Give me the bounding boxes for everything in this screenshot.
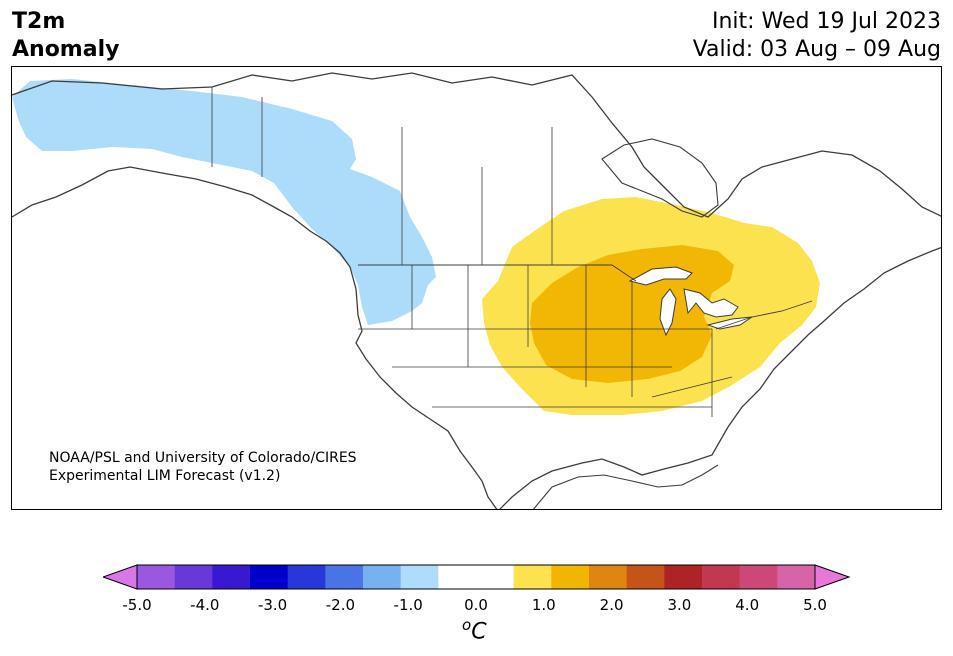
- cool-anomaly-region: [12, 79, 436, 325]
- init-date: Init: Wed 19 Jul 2023: [711, 9, 941, 34]
- colorbar-min-extend: [103, 564, 138, 590]
- forecast-dates: Init: Wed 19 Jul 2023 Valid: 03 Aug – 09…: [693, 8, 941, 64]
- colorbar-cell: [287, 565, 326, 589]
- map-title: T2m Anomaly: [12, 8, 119, 64]
- colorbar-frame: [136, 564, 816, 590]
- colorbar-cell: [325, 565, 364, 589]
- coastline: [12, 166, 941, 509]
- colorbar-tick-label: -4.0: [190, 596, 220, 614]
- colorbar-cell: [739, 565, 778, 589]
- colorbar-cell: [589, 565, 628, 589]
- colorbar-cell: [777, 565, 816, 589]
- colorbar-cell: [137, 565, 176, 589]
- colorbar-tick-label: -2.0: [325, 596, 356, 614]
- colorbar-unit: oC: [462, 616, 487, 644]
- state-boundaries: [211, 87, 733, 417]
- credit-line-1: NOAA/PSL and University of Colorado/CIRE…: [49, 450, 357, 466]
- colorbar: [103, 564, 851, 590]
- colorbar-tick-label: -3.0: [257, 596, 288, 614]
- map-canvas: [12, 72, 941, 509]
- hudson-bay: [601, 138, 719, 218]
- colorbar-max-extend: [814, 564, 851, 590]
- great-lakes: [628, 266, 753, 337]
- colorbar-tick-label: 3.0: [667, 596, 692, 614]
- colorbar-cell: [400, 565, 439, 589]
- title-line-1: T2m: [12, 9, 66, 34]
- colorbar-cell: [626, 565, 665, 589]
- valid-range: Valid: 03 Aug – 09 Aug: [692, 37, 941, 62]
- colorbar-cell: [174, 565, 213, 589]
- colorbar-cell: [702, 565, 741, 589]
- gulf-of-mexico: [532, 464, 719, 509]
- colorbar-cell: [551, 565, 590, 589]
- colorbar-tick-label: -1.0: [393, 596, 423, 614]
- credit-text: NOAA/PSL and University of Colorado/CIRE…: [49, 449, 357, 485]
- arctic-coast: [12, 72, 941, 218]
- unit-letter: C: [471, 619, 487, 645]
- colorbar-ticks: -5.0 -4.0 -3.0 -2.0 -1.0 0.0 1.0 2.0 3.0 4.0 5.0: [0, 596, 953, 616]
- colorbar-tick-label: 2.0: [599, 596, 624, 614]
- colorbar-tick-label: 0.0: [464, 596, 488, 614]
- colorbar-cell: [363, 565, 402, 589]
- credit-line-2: Experimental LIM Forecast (v1.2): [49, 468, 281, 484]
- colorbar-cell: [250, 565, 289, 589]
- colorbar-cell: [212, 565, 251, 589]
- colorbar-tick-label: 1.0: [531, 596, 556, 614]
- colorbar-tick-label: 5.0: [803, 596, 827, 614]
- colorbar-tick-label: 4.0: [735, 596, 760, 614]
- title-line-2: Anomaly: [12, 37, 120, 62]
- colorbar-cell: [664, 565, 703, 589]
- anomaly-map: [11, 66, 942, 510]
- degree-symbol: o: [462, 616, 472, 634]
- colorbar-tick-label: -5.0: [122, 596, 152, 614]
- colorbar-cell: [513, 565, 552, 589]
- colorbar-cells: [137, 565, 816, 589]
- colorbar-cell: [438, 565, 477, 589]
- us-canada-border: [358, 264, 813, 330]
- colorbar-cell: [476, 565, 515, 589]
